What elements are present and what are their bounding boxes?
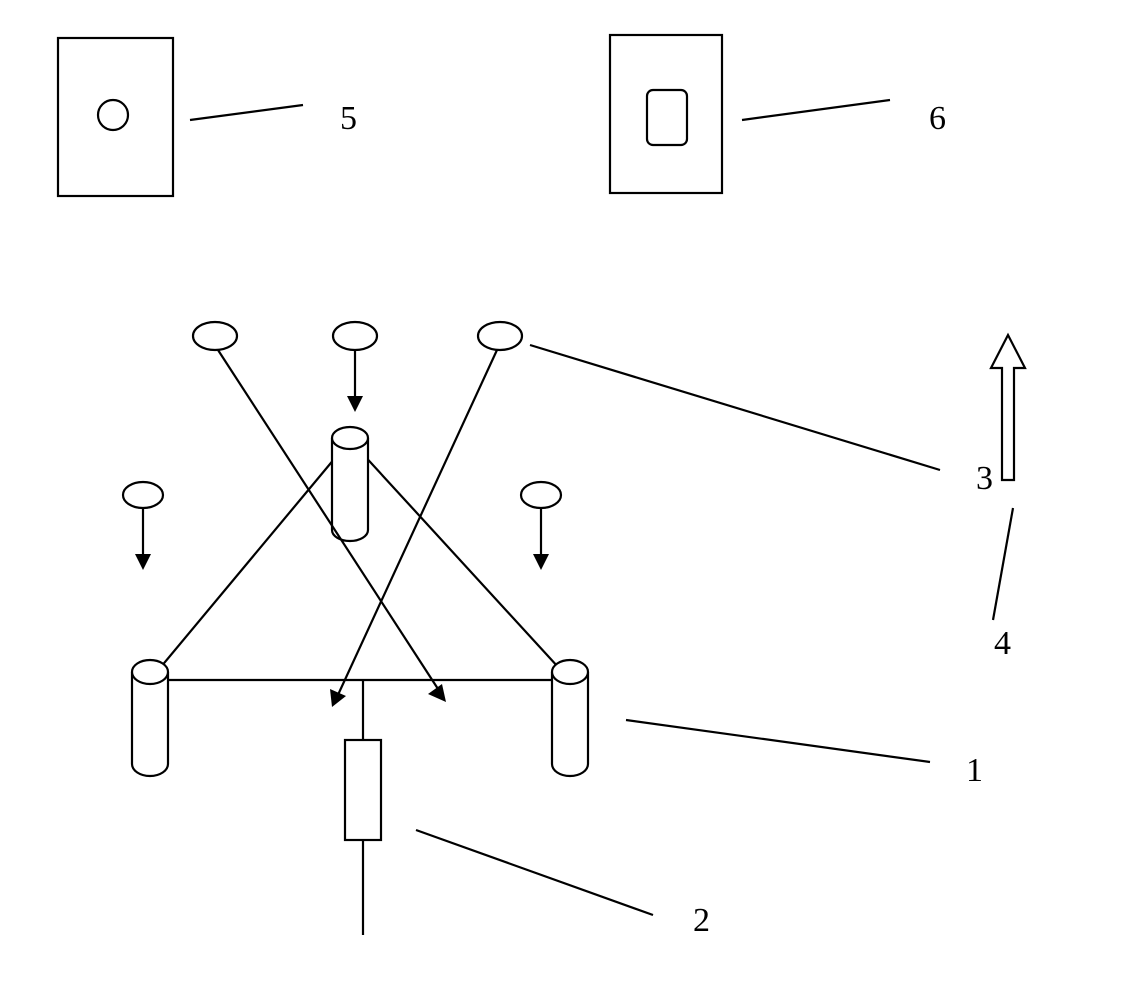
diag-arrow-tl-br xyxy=(218,350,446,702)
box-6 xyxy=(610,35,722,193)
label-4: 4 xyxy=(994,625,1011,663)
diagram-canvas xyxy=(0,0,1132,989)
leader-5 xyxy=(190,105,303,120)
leader-1 xyxy=(626,720,930,762)
box-6-outline xyxy=(610,35,722,193)
box-5-outline xyxy=(58,38,173,196)
sensor-top-right xyxy=(478,322,522,350)
sensor-low-left xyxy=(123,482,163,508)
down-arrow-low-right xyxy=(533,509,549,570)
label-6: 6 xyxy=(929,100,946,138)
leader-4 xyxy=(993,508,1013,620)
box-6-inner-rect xyxy=(647,90,687,145)
up-arrow-4 xyxy=(991,335,1025,480)
label-3: 3 xyxy=(976,460,993,498)
sensor-top-mid xyxy=(333,322,377,350)
cylinder-left xyxy=(132,660,168,776)
leader-2 xyxy=(416,830,653,915)
sensor-low-right xyxy=(521,482,561,508)
box-5 xyxy=(58,38,173,196)
box-5-inner-circle xyxy=(98,100,128,130)
label-5: 5 xyxy=(340,100,357,138)
down-arrow-mid xyxy=(347,350,363,412)
label-2: 2 xyxy=(693,902,710,940)
cylinder-top xyxy=(332,427,368,541)
leader-6 xyxy=(742,100,890,120)
leader-3 xyxy=(530,345,940,470)
down-arrow-low-left xyxy=(135,509,151,570)
label-1: 1 xyxy=(966,752,983,790)
cylinder-right xyxy=(552,660,588,776)
sensor-top-left xyxy=(193,322,237,350)
center-stem xyxy=(345,680,381,935)
